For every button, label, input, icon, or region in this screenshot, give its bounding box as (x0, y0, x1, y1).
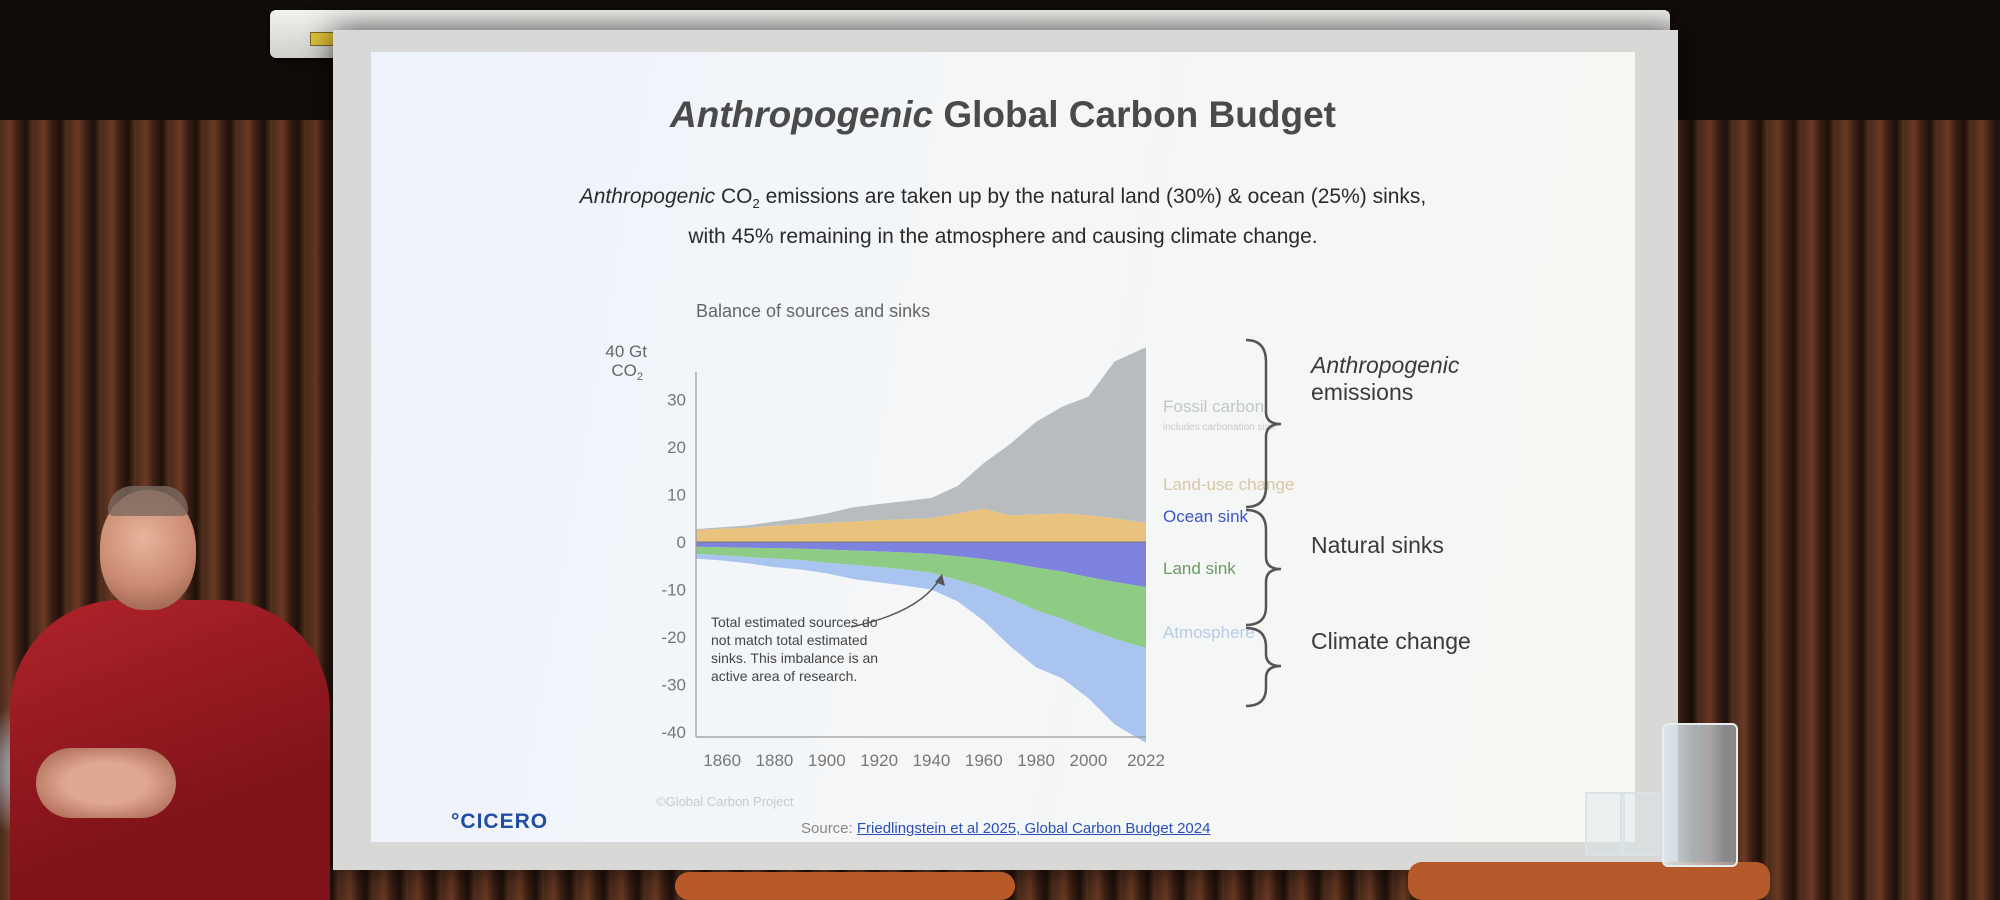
label-emissions: emissions (1311, 379, 1414, 405)
plot-area (695, 347, 1146, 743)
brace-emissions (1245, 338, 1282, 509)
subtitle-line2: with 45% remaining in the atmosphere and… (688, 225, 1318, 249)
label-anthropogenic-emissions: Anthropogenic emissions (1311, 352, 1459, 406)
y-unit-line2: CO2 (611, 361, 643, 383)
label-anthropogenic: Anthropogenic (1311, 352, 1460, 378)
series-atmosphere-area (696, 553, 1146, 743)
x-tick-label: 1920 (860, 751, 898, 770)
y-tick-label: -40 (661, 723, 686, 742)
water-jug (1662, 723, 1738, 867)
source-prefix: Source: (801, 820, 857, 837)
y-tick-label: -30 (661, 676, 686, 695)
x-tick-label: 2000 (1070, 751, 1108, 770)
slide-title-rest: Global Carbon Budget (933, 94, 1336, 135)
y-axis: 30 20 10 0 -10 -20 -30 -40 (661, 391, 686, 743)
annotation-line: Total estimated sources do (711, 614, 878, 630)
slide: Anthropogenic Global Carbon Budget Anthr… (371, 52, 1635, 842)
legend-label: Atmosphere (1163, 623, 1255, 642)
water-glass (1585, 792, 1625, 856)
round-table-right (1408, 862, 1770, 900)
x-tick-label: 1880 (756, 751, 794, 770)
annotation-arrow (850, 576, 942, 628)
x-tick-label: 1980 (1017, 751, 1055, 770)
source-link[interactable]: Friedlingstein et al 2025, Global Carbon… (856, 820, 1211, 837)
carbon-budget-chart: Balance of sources and sinks 40 Gt CO2 3… (605, 301, 1294, 770)
legend-sublabel: includes carbonation sink (1163, 422, 1276, 433)
label-climate-change: Climate change (1311, 628, 1471, 654)
legend-label: Ocean sink (1163, 507, 1249, 526)
legend: Fossil carbon includes carbonation sink La… (1163, 397, 1294, 642)
source-citation: Source: Friedlingstein et al 2025, Globa… (801, 820, 1210, 837)
projector-screen: Anthropogenic Global Carbon Budget Anthr… (333, 30, 1678, 870)
subtitle-italic: Anthropogenic (579, 185, 716, 208)
y-tick-label: 20 (667, 438, 686, 457)
subtitle-line1: emissions are taken up by the natural la… (759, 185, 1427, 208)
legend-label: Land-use change (1163, 475, 1294, 494)
water-glass (1620, 792, 1660, 856)
y-unit-co: CO (611, 361, 637, 380)
cicero-logo: °CICERO (451, 810, 549, 833)
credit-text: ©Global Carbon Project (656, 794, 794, 809)
x-tick-label: 1860 (703, 751, 741, 770)
x-tick-label: 1960 (965, 751, 1003, 770)
brace-natural-sinks (1245, 508, 1282, 627)
subtitle-subscript: 2 (752, 196, 760, 212)
annotation-line: not match total estimated (711, 632, 867, 648)
label-natural-sinks: Natural sinks (1311, 532, 1444, 558)
x-tick-label: 2022 (1127, 751, 1165, 770)
y-tick-label: 0 (677, 533, 686, 552)
y-unit-subscript: 2 (637, 371, 643, 383)
y-unit-line1: 40 Gt (605, 342, 647, 361)
annotation-line: sinks. This imbalance is an (711, 650, 878, 666)
brace-climate-change (1245, 626, 1282, 708)
round-table-left (675, 872, 1015, 900)
slide-subtitle: Anthropogenic CO2 emissions are taken up… (371, 180, 1635, 253)
y-tick-label: -20 (661, 628, 686, 647)
x-tick-label: 1900 (808, 751, 846, 770)
series-land-use-change-area (696, 508, 1146, 542)
series-land-sink-area (696, 546, 1146, 648)
y-tick-label: -10 (661, 581, 686, 600)
subtitle-co: CO (715, 185, 753, 208)
annotation-arrowhead (935, 574, 945, 586)
x-axis: 1860 1880 1900 1920 1940 1960 1980 2000 2022 (703, 751, 1165, 770)
y-tick-label: 30 (667, 391, 686, 410)
slide-title: Anthropogenic Global Carbon Budget (371, 94, 1635, 136)
legend-label: Fossil carbon (1163, 397, 1264, 416)
chart-title: Balance of sources and sinks (696, 301, 930, 321)
series-fossil-carbon-area (696, 347, 1146, 531)
speaker-hands (36, 748, 176, 818)
annotation-line: active area of research. (711, 668, 857, 684)
speaker-hair (108, 486, 188, 516)
legend-label: Land sink (1163, 559, 1236, 578)
x-tick-label: 1940 (913, 751, 951, 770)
imbalance-annotation: Total estimated sources do not match tota… (711, 614, 878, 684)
slide-title-italic: Anthropogenic (670, 94, 934, 135)
y-tick-label: 10 (667, 486, 686, 505)
series-ocean-sink-area (696, 542, 1146, 588)
